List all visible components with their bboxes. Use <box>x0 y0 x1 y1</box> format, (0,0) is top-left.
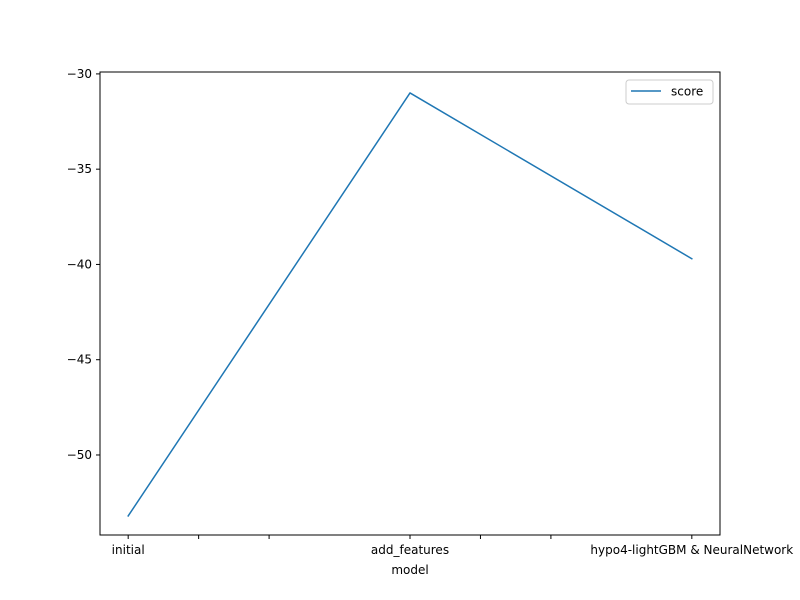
x-axis-label: model <box>391 563 428 577</box>
plot-area <box>100 72 720 535</box>
y-tick-label: −45 <box>67 353 92 367</box>
y-axis-ticks: −30 −35 −40 −45 −50 <box>67 67 100 462</box>
legend-box <box>625 79 714 105</box>
series-layer <box>127 92 693 517</box>
y-tick-label: −50 <box>67 448 92 462</box>
x-tick-label: hypo4-lightGBM & NeuralNetwork <box>590 543 793 557</box>
y-tick-label: −35 <box>67 162 92 176</box>
legend-label-score: score <box>671 85 703 99</box>
y-tick-label: −30 <box>67 67 92 81</box>
y-tick-label: −40 <box>67 257 92 271</box>
legend: score <box>625 79 714 105</box>
plot-axes: initial add_features hypo4-lightGBM & Neur… <box>67 67 794 577</box>
x-axis-ticks: initial add_features hypo4-lightGBM & Neur… <box>112 535 793 557</box>
x-tick-label: initial <box>112 543 145 557</box>
x-tick-label: add_features <box>371 543 449 557</box>
plot-frame <box>99 71 721 536</box>
